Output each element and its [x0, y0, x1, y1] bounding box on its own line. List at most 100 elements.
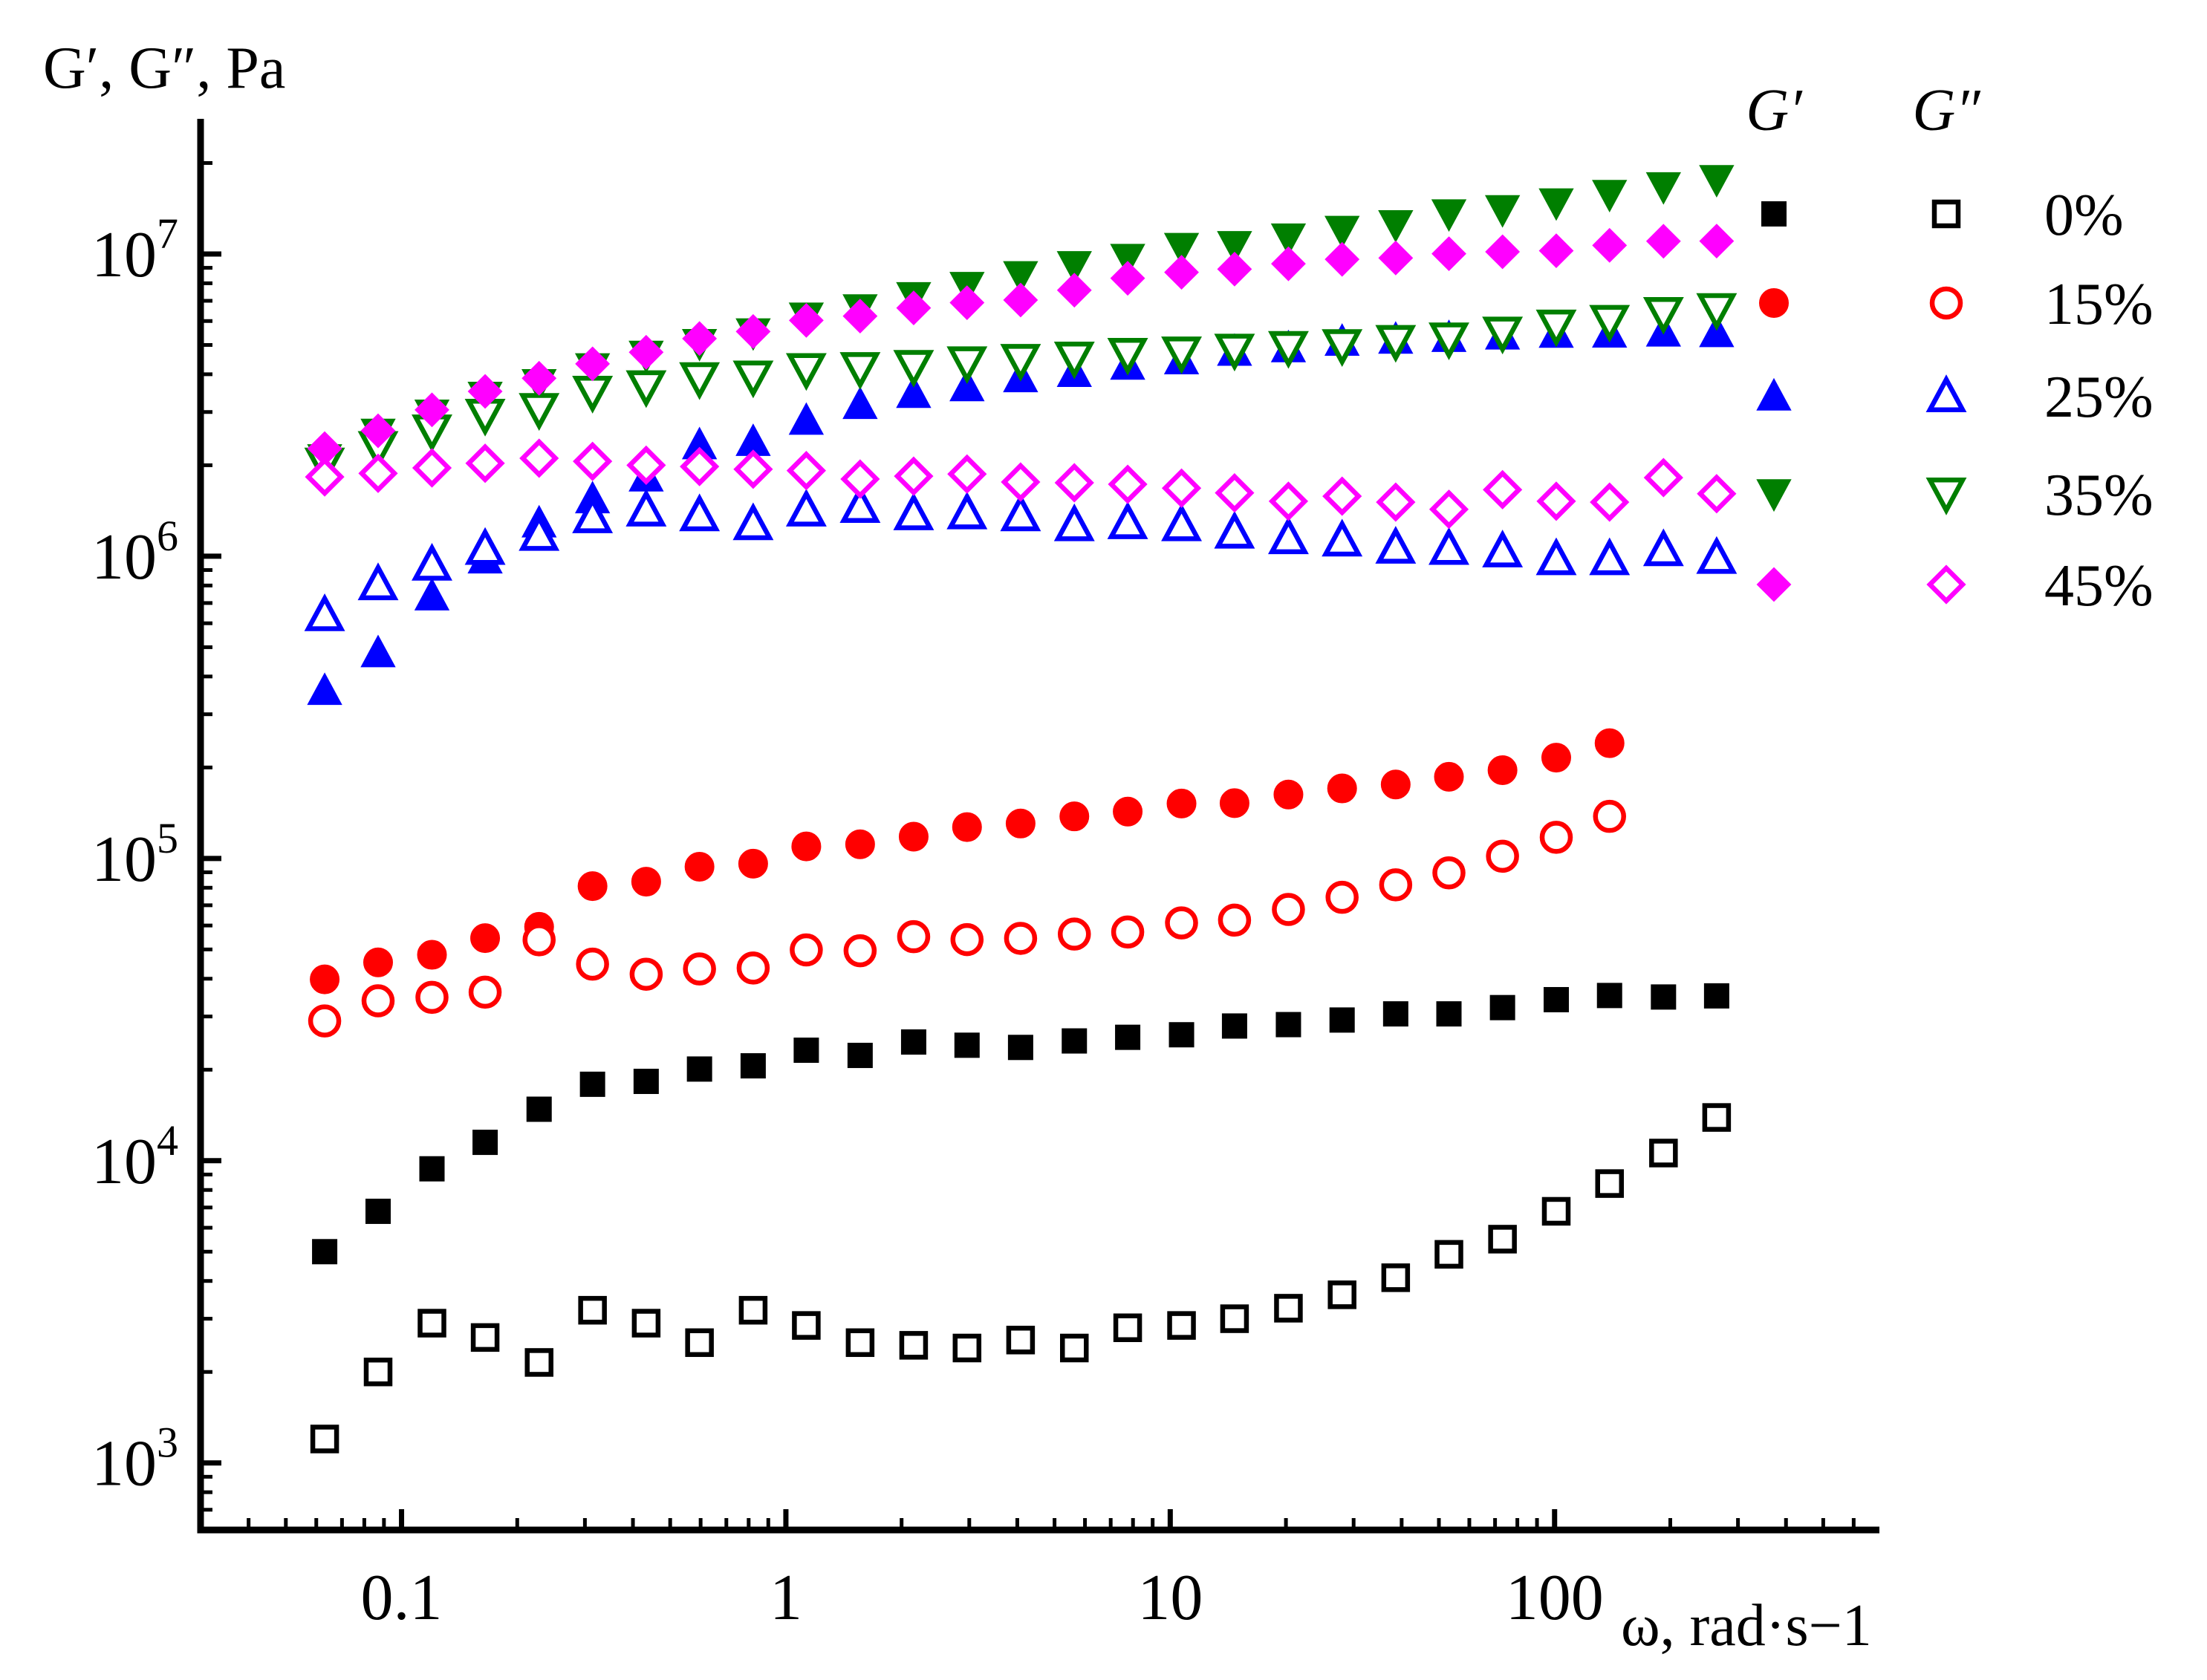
data-point: [1484, 195, 1521, 228]
data-point: [305, 457, 345, 497]
data-point: [307, 672, 342, 706]
data-point: [357, 562, 399, 601]
data-point: [1535, 309, 1577, 348]
y-axis-title: G′, G″, Pa: [43, 36, 285, 101]
data-point: [633, 1068, 659, 1094]
data-point: [952, 812, 982, 842]
data-point: [1541, 743, 1571, 773]
data-point: [839, 352, 881, 390]
data-point: [415, 392, 449, 428]
data-point: [893, 492, 935, 530]
data-point: [1110, 244, 1145, 277]
data-point: [1111, 915, 1145, 949]
data-point: [625, 489, 667, 527]
data-point: [1053, 503, 1095, 541]
data-point: [526, 1096, 552, 1122]
data-point: [1267, 516, 1309, 555]
y-tick-label: 103: [91, 1419, 178, 1500]
data-point: [1056, 273, 1092, 308]
data-point: [465, 443, 505, 484]
data-point: [1062, 1028, 1088, 1054]
data-point: [680, 446, 720, 486]
x-tick-label: 10: [1137, 1562, 1203, 1634]
data-point: [685, 1328, 714, 1358]
x-axis-title: ω, rad·s−1: [1621, 1593, 1872, 1658]
data-point: [310, 1425, 339, 1453]
data-point: [1107, 337, 1148, 376]
data-point: [947, 454, 987, 494]
data-point: [1539, 821, 1573, 854]
data-markers: [304, 165, 1738, 1453]
data-point: [1113, 1313, 1142, 1343]
data-point: [1107, 501, 1148, 539]
data-point: [1596, 983, 1622, 1009]
data-point: [842, 299, 878, 334]
series-45-g-: [307, 224, 1735, 466]
data-point: [1324, 215, 1360, 249]
legend-marker-storage-modulus: [1761, 201, 1787, 227]
data-point: [1428, 527, 1469, 565]
data-point: [1054, 463, 1094, 503]
data-point: [470, 923, 501, 954]
data-point: [1592, 180, 1628, 213]
legend-marker-loss-modulus: [1925, 478, 1967, 515]
data-point: [1380, 769, 1411, 800]
data-point: [1000, 493, 1041, 532]
data-point: [522, 923, 556, 957]
data-point: [1327, 773, 1357, 804]
data-point: [1643, 458, 1683, 498]
data-point: [785, 353, 827, 391]
data-point: [1161, 503, 1202, 541]
data-point: [1699, 224, 1735, 259]
data-point: [631, 867, 661, 897]
legend-entry-label: 0%: [2044, 183, 2124, 248]
data-point: [1594, 728, 1625, 758]
data-point: [894, 456, 934, 496]
data-point: [1164, 255, 1199, 290]
data-point: [1003, 261, 1039, 294]
data-point: [1161, 336, 1202, 374]
data-point: [1004, 922, 1038, 955]
data-point: [521, 360, 557, 396]
data-point: [1432, 856, 1466, 890]
data-point: [738, 848, 768, 879]
data-point: [1165, 906, 1198, 940]
series-0-g-: [312, 983, 1729, 1265]
data-point: [1003, 282, 1039, 318]
data-point: [572, 376, 614, 414]
data-point: [1163, 232, 1200, 266]
data-point: [683, 952, 716, 986]
data-point: [845, 1328, 875, 1358]
data-point: [1488, 1225, 1517, 1254]
data-point: [464, 527, 506, 565]
legend-marker-loss-modulus: [1926, 564, 1966, 605]
data-point: [310, 964, 340, 994]
data-point: [1538, 233, 1574, 269]
data-point: [1642, 296, 1684, 335]
data-point: [1541, 1196, 1571, 1226]
data-point: [1053, 341, 1095, 380]
data-point: [361, 984, 395, 1018]
data-point: [1000, 344, 1041, 382]
data-point: [365, 1198, 391, 1224]
data-point: [1699, 314, 1735, 348]
data-point: [1110, 261, 1145, 296]
data-point: [360, 413, 396, 449]
data-point: [1485, 234, 1521, 270]
data-point: [308, 1004, 342, 1038]
data-point: [579, 1071, 605, 1097]
data-point: [1696, 535, 1738, 574]
data-point: [1589, 537, 1631, 576]
data-point: [414, 578, 450, 611]
data-point: [524, 1348, 553, 1377]
data-point: [896, 290, 932, 326]
legend-marker-loss-modulus: [1925, 374, 1967, 412]
data-point: [1645, 172, 1682, 205]
data-point: [735, 313, 771, 349]
y-tick-label: 105: [91, 814, 178, 896]
data-point: [360, 634, 396, 668]
data-point: [1651, 984, 1677, 1010]
data-point: [1167, 1311, 1196, 1340]
data-point: [412, 543, 452, 581]
